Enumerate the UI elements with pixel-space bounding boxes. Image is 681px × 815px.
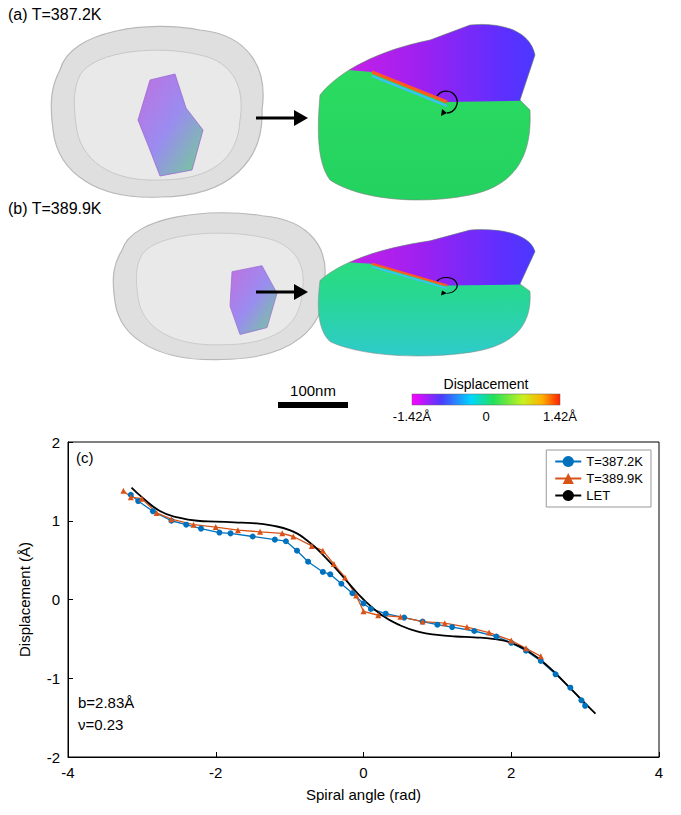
svg-text:100nm: 100nm <box>290 382 336 399</box>
svg-text:1.42Å: 1.42Å <box>543 409 577 424</box>
svg-text:0: 0 <box>52 591 60 608</box>
svg-text:0: 0 <box>482 409 489 424</box>
svg-text:Displacement (Å): Displacement (Å) <box>16 542 33 657</box>
svg-text:(b) T=389.9K: (b) T=389.9K <box>8 200 102 217</box>
svg-text:-4: -4 <box>61 764 74 781</box>
svg-text:2: 2 <box>52 434 60 451</box>
svg-text:Displacement: Displacement <box>444 376 529 392</box>
svg-text:-2: -2 <box>209 764 222 781</box>
svg-text:4: 4 <box>655 764 663 781</box>
svg-text:LET: LET <box>586 488 610 503</box>
svg-text:T=389.9K: T=389.9K <box>586 471 643 486</box>
svg-text:ν=0.23: ν=0.23 <box>78 716 123 733</box>
svg-text:0: 0 <box>359 764 367 781</box>
svg-text:b=2.83Å: b=2.83Å <box>78 694 134 711</box>
svg-text:-2: -2 <box>47 749 60 766</box>
svg-text:(c): (c) <box>76 449 94 466</box>
svg-text:-1.42Å: -1.42Å <box>393 409 432 424</box>
svg-text:T=387.2K: T=387.2K <box>586 454 643 469</box>
svg-text:1: 1 <box>52 512 60 529</box>
svg-text:Spiral angle (rad): Spiral angle (rad) <box>306 786 421 803</box>
svg-text:(a) T=387.2K: (a) T=387.2K <box>8 6 102 23</box>
svg-text:2: 2 <box>507 764 515 781</box>
svg-text:-1: -1 <box>47 670 60 687</box>
